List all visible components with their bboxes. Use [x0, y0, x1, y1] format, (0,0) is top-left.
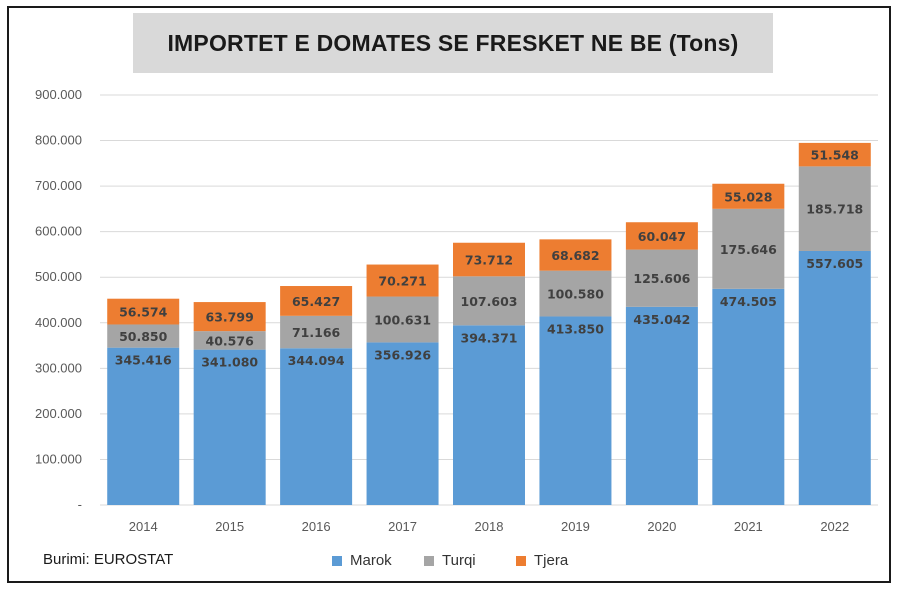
bar-segment-marok: [366, 342, 439, 505]
x-tick-label: 2019: [561, 519, 590, 534]
bar-segment-marok: [193, 349, 266, 505]
chart-title: IMPORTET E DOMATES SE FRESKET NE BE (Ton…: [167, 29, 739, 56]
legend-swatch-turqi: [424, 555, 434, 566]
bar-segment-turqi: [625, 249, 698, 307]
y-tick-label: 200.000: [35, 406, 82, 421]
y-tick-label: 300.000: [35, 360, 82, 375]
data-label: 474.505: [720, 294, 777, 309]
data-label: 65.427: [292, 294, 340, 309]
bar-segment-turqi: [280, 315, 353, 349]
data-label: 63.799: [206, 310, 254, 325]
legend-label-tjera: Tjera: [534, 552, 569, 569]
data-label: 185.718: [806, 202, 863, 217]
bar-segment-turqi: [539, 270, 612, 317]
bar-segment-marok: [712, 288, 785, 505]
data-label: 71.166: [292, 325, 341, 340]
x-tick-label: 2022: [820, 519, 849, 534]
legend-label-marok: Marok: [350, 552, 392, 569]
bar-segment-marok: [798, 250, 871, 505]
bar-segment-turqi: [366, 296, 439, 343]
legend-swatch-tjera: [516, 555, 526, 566]
source-note: Burimi: EUROSTAT: [43, 551, 174, 568]
y-tick-label: 800.000: [35, 133, 82, 148]
data-label: 100.631: [374, 312, 431, 327]
legend-label-turqi: Turqi: [442, 552, 476, 569]
data-label: 40.576: [206, 333, 255, 348]
data-label: 435.042: [633, 312, 690, 327]
y-tick-label: 600.000: [35, 224, 82, 239]
x-tick-label: 2021: [734, 519, 763, 534]
bar-segment-tjera: [453, 242, 525, 277]
y-tick-label: 400.000: [35, 315, 82, 330]
y-tick-label: 100.000: [35, 451, 82, 466]
bar-segment-marok: [107, 347, 180, 505]
bar-segment-marok: [625, 306, 698, 505]
y-tick-label: 900.000: [35, 87, 82, 102]
bar-segment-turqi: [107, 324, 180, 348]
data-label: 175.646: [720, 242, 777, 257]
y-tick-label: -: [78, 497, 82, 512]
data-label: 345.416: [115, 353, 172, 368]
x-tick-label: 2020: [647, 519, 676, 534]
bar-segment-turqi: [798, 166, 871, 251]
legend-item-marok: Marok: [332, 552, 392, 569]
data-label: 413.850: [547, 321, 604, 336]
bar-segment-tjera: [366, 264, 439, 297]
bar-segment-turqi: [712, 208, 785, 289]
data-label: 73.712: [465, 253, 513, 268]
bar-segment-tjera: [712, 183, 785, 209]
legend-item-turqi: Turqi: [424, 552, 476, 569]
bar-segment-turqi: [193, 331, 266, 350]
data-label: 344.094: [288, 353, 345, 368]
x-tick-label: 2014: [129, 519, 158, 534]
data-label: 356.926: [374, 347, 431, 362]
x-tick-label: 2015: [215, 519, 244, 534]
chart-title-box: IMPORTET E DOMATES SE FRESKET NE BE (Ton…: [133, 13, 773, 73]
data-label: 107.603: [461, 294, 518, 309]
bar-segment-marok: [280, 348, 353, 505]
x-tick-label: 2016: [302, 519, 331, 534]
bar-segment-tjera: [539, 239, 612, 271]
data-label: 51.548: [811, 148, 859, 163]
x-tick-label: 2018: [475, 519, 504, 534]
data-label: 70.271: [378, 274, 426, 289]
data-label: 557.605: [806, 256, 863, 271]
data-label: 55.028: [724, 189, 772, 204]
bar-segment-turqi: [453, 276, 525, 326]
bar-segment-marok: [453, 325, 525, 505]
bar-segment-tjera: [107, 298, 180, 325]
bar-segment-tjera: [193, 302, 266, 332]
data-label: 100.580: [547, 287, 604, 302]
bar-segment-marok: [539, 316, 612, 505]
bar-segment-tjera: [798, 142, 871, 167]
legend-item-tjera: Tjera: [516, 552, 568, 569]
bar-segment-tjera: [280, 286, 353, 316]
data-label: 56.574: [119, 305, 168, 320]
data-label: 341.080: [201, 355, 258, 370]
data-label: 60.047: [638, 229, 686, 244]
legend-swatch-marok: [332, 555, 342, 566]
data-label: 125.606: [633, 271, 690, 286]
bar-segment-tjera: [625, 222, 698, 250]
y-tick-label: 700.000: [35, 178, 82, 193]
y-tick-label: 500.000: [35, 269, 82, 284]
data-label: 394.371: [461, 330, 518, 345]
x-tick-label: 2017: [388, 519, 417, 534]
data-label: 68.682: [551, 248, 599, 263]
data-label: 50.850: [119, 329, 168, 344]
